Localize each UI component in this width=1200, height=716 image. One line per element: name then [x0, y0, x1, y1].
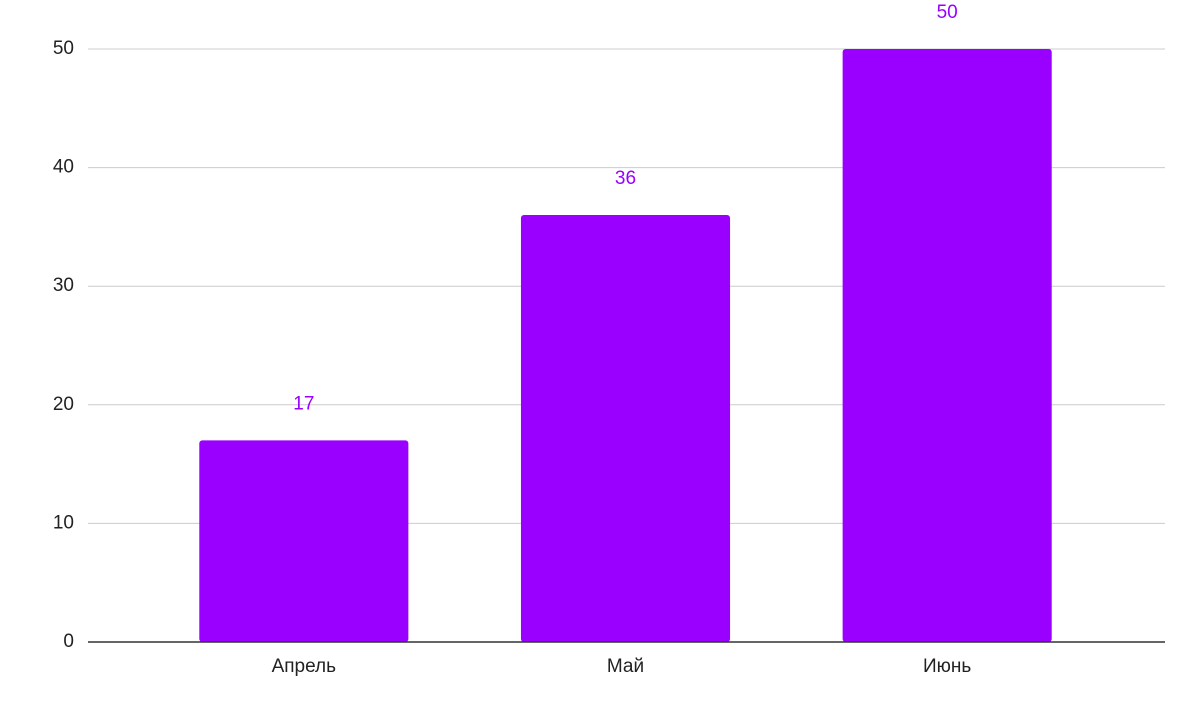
- bar: [520, 215, 731, 643]
- y-tick-label: 40: [53, 157, 74, 178]
- x-tick-label: Апрель: [272, 656, 337, 677]
- bar: [842, 49, 1052, 642]
- bar: [199, 440, 409, 642]
- y-tick-label: 50: [53, 38, 74, 59]
- y-tick-label: 0: [63, 631, 74, 652]
- y-tick-label: 10: [53, 512, 74, 533]
- data-label: 50: [937, 2, 958, 23]
- y-tick-label: 20: [53, 394, 74, 415]
- data-label: 36: [615, 168, 636, 189]
- x-tick-label: Май: [607, 656, 644, 677]
- y-tick-label: 30: [53, 275, 74, 296]
- x-tick-label: Июнь: [923, 656, 971, 677]
- data-label: 17: [293, 393, 314, 414]
